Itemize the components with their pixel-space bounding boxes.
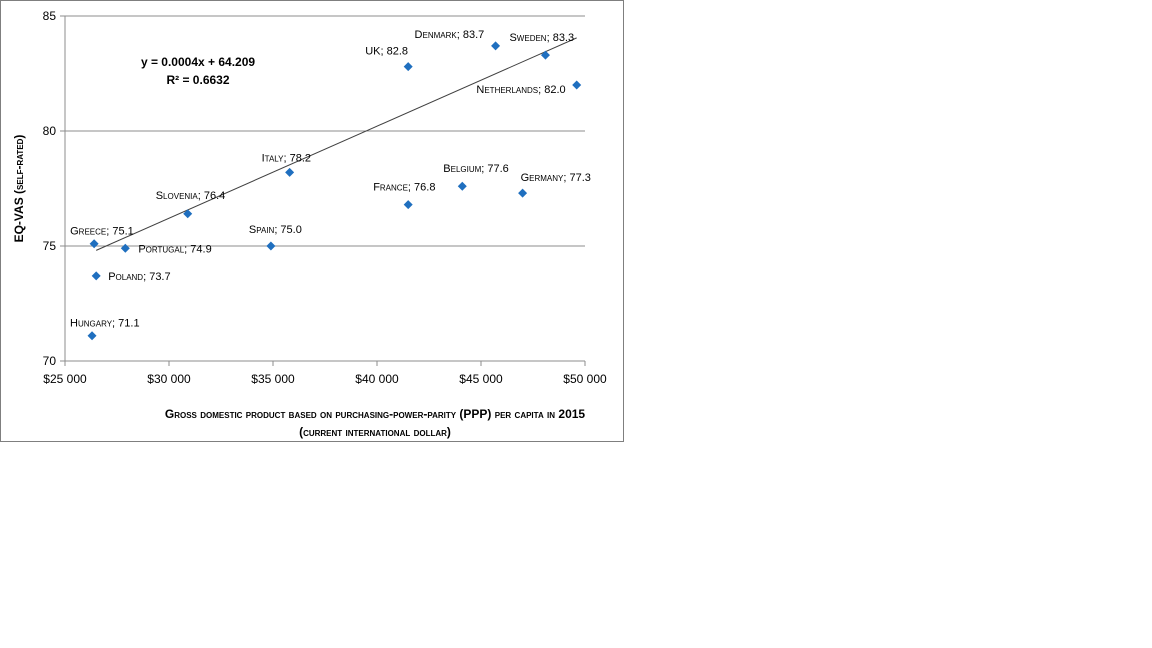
y-tick-label-1: 75 bbox=[43, 239, 57, 253]
data-label-0: Hungary; 71.1 bbox=[70, 318, 140, 330]
y-tick-label-0: 70 bbox=[43, 354, 57, 368]
x-axis-title-line-1: (current international dollar) bbox=[299, 425, 451, 439]
x-axis-title-line-0: Gross domestic product based on purchasi… bbox=[165, 407, 586, 421]
data-point-12 bbox=[540, 50, 550, 60]
data-label-5: Spain; 75.0 bbox=[249, 224, 302, 236]
data-label-6: Italy; 78.2 bbox=[262, 152, 311, 164]
data-label-4: Slovenia; 76.4 bbox=[156, 190, 226, 202]
regression-equation-line-0: y = 0.0004x + 64.209 bbox=[141, 55, 255, 69]
regression-equation-line-1: R² = 0.6632 bbox=[166, 73, 229, 87]
data-point-0 bbox=[87, 331, 97, 341]
x-tick-label-0: $25 000 bbox=[43, 372, 87, 386]
data-label-2: Poland; 73.7 bbox=[108, 271, 170, 283]
y-axis-title: EQ-VAS (self-rated) bbox=[12, 135, 26, 243]
data-point-4 bbox=[183, 209, 193, 219]
data-point-11 bbox=[518, 188, 528, 198]
data-label-3: Portugal; 74.9 bbox=[138, 243, 211, 255]
data-label-1: Greece; 75.1 bbox=[70, 226, 134, 238]
data-point-6 bbox=[285, 167, 295, 177]
data-point-13 bbox=[572, 80, 582, 90]
data-label-11: Germany; 77.3 bbox=[521, 172, 591, 184]
data-label-8: UK; 82.8 bbox=[365, 46, 408, 58]
x-tick-label-4: $45 000 bbox=[459, 372, 503, 386]
data-point-9 bbox=[457, 181, 467, 191]
x-tick-label-2: $35 000 bbox=[251, 372, 295, 386]
chart-frame bbox=[0, 0, 624, 442]
x-tick-label-3: $40 000 bbox=[355, 372, 399, 386]
data-label-13: Netherlands; 82.0 bbox=[476, 84, 565, 96]
data-point-8 bbox=[403, 62, 413, 72]
trendline bbox=[95, 37, 577, 251]
data-point-2 bbox=[91, 271, 101, 281]
data-point-7 bbox=[403, 200, 413, 210]
data-label-12: Sweden; 83.3 bbox=[509, 32, 574, 44]
data-point-5 bbox=[266, 241, 276, 251]
y-tick-label-3: 85 bbox=[43, 9, 57, 23]
data-label-7: France; 76.8 bbox=[373, 182, 435, 194]
x-tick-label-1: $30 000 bbox=[147, 372, 191, 386]
scatter-chart: 70 75 80 85 $25 000 $30 000 $35 000 $40 000 $45 … bbox=[12, 9, 607, 439]
data-label-10: Denmark; 83.7 bbox=[415, 29, 485, 41]
data-label-9: Belgium; 77.6 bbox=[443, 163, 509, 175]
y-tick-label-2: 80 bbox=[43, 124, 57, 138]
data-point-10 bbox=[491, 41, 501, 51]
x-tick-label-5: $50 000 bbox=[563, 372, 607, 386]
data-point-3 bbox=[120, 243, 130, 253]
data-point-1 bbox=[89, 239, 99, 249]
